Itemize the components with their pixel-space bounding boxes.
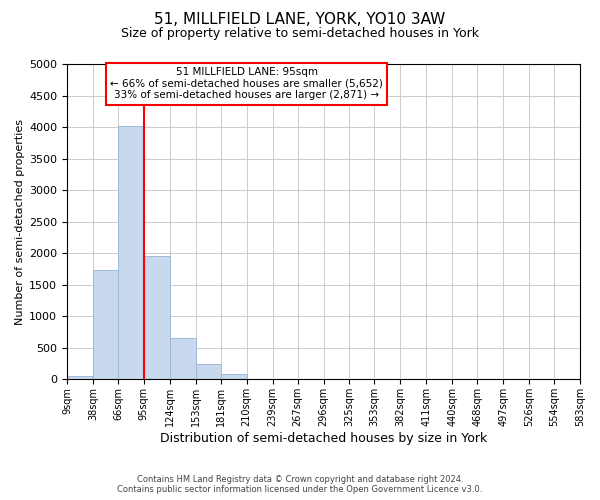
Bar (93, 270, 118, 380)
Text: Contains HM Land Registry data © Crown copyright and database right 2024.
Contai: Contains HM Land Registry data © Crown c… (118, 474, 482, 494)
Bar (118, 126, 144, 380)
Bar (221, 374, 247, 380)
Bar (144, 256, 170, 380)
Bar (196, 364, 221, 380)
X-axis label: Distribution of semi-detached houses by size in York: Distribution of semi-detached houses by … (160, 432, 487, 445)
Bar (67, 376, 93, 380)
Text: Size of property relative to semi-detached houses in York: Size of property relative to semi-detach… (121, 28, 479, 40)
Text: 51 MILLFIELD LANE: 95sqm
← 66% of semi-detached houses are smaller (5,652)
33% o: 51 MILLFIELD LANE: 95sqm ← 66% of semi-d… (110, 67, 383, 100)
Y-axis label: Number of semi-detached properties: Number of semi-detached properties (15, 118, 25, 324)
Text: 51, MILLFIELD LANE, YORK, YO10 3AW: 51, MILLFIELD LANE, YORK, YO10 3AW (154, 12, 446, 28)
Bar (170, 338, 196, 380)
